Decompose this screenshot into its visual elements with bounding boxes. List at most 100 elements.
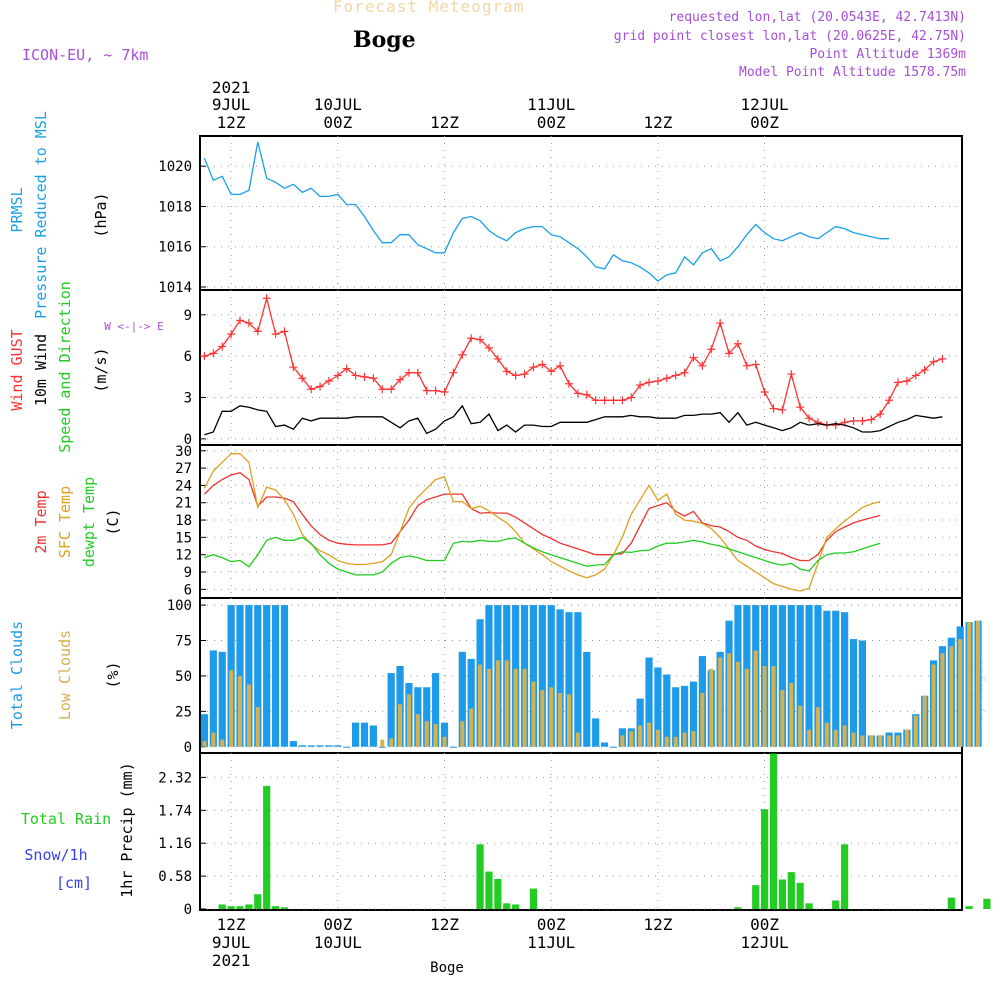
total-cloud-bar: [467, 658, 475, 747]
total-cloud-bar: [378, 746, 386, 748]
wind-gust-marker: [858, 416, 867, 425]
low-cloud-bar: [415, 714, 420, 747]
total-rain-label: Total Rain: [21, 810, 111, 828]
wind-gust-marker: [511, 371, 520, 380]
low-cloud-bar: [211, 732, 216, 747]
y-tick-label: 25: [175, 704, 192, 720]
rain-bar: [805, 903, 813, 909]
wind-gust-marker: [431, 386, 440, 395]
rain-bar: [778, 879, 786, 909]
low-cloud-bar: [202, 741, 207, 747]
wind-gust-marker: [920, 365, 929, 374]
y-tick-label: 12: [175, 548, 192, 564]
wind-gust-marker: [876, 410, 885, 419]
wind-gust-marker: [680, 368, 689, 377]
low-cloud-bar: [913, 715, 918, 747]
wind-gust-marker: [378, 385, 387, 394]
rain-bar: [512, 904, 520, 909]
low-cloud-bar: [406, 694, 411, 747]
total-cloud-bar: [689, 681, 698, 747]
wind-gust-marker: [280, 327, 289, 336]
rain-bar: [254, 894, 262, 909]
low-cloud-bar: [229, 670, 234, 747]
top-time-label: 10JUL: [314, 95, 362, 114]
y-tick-label: 2.32: [158, 770, 192, 786]
low-cloud-bar: [682, 732, 687, 747]
y-tick-label: 1014: [158, 280, 192, 296]
low-cloud-bar: [771, 666, 776, 747]
low-cloud-bar: [860, 735, 865, 747]
low-cloud-bar: [513, 668, 518, 747]
wind-gust-marker: [742, 361, 751, 370]
snow-unit-label: [cm]: [56, 874, 92, 892]
total-cloud-bar: [556, 609, 564, 747]
pressure-panel: 1014 1016 1018 1020: [158, 135, 963, 296]
wind-gust-marker: [396, 375, 405, 384]
snow-label: Snow/1h: [24, 846, 87, 864]
total-cloud-bar: [387, 673, 395, 747]
wind-gust-marker: [787, 370, 796, 379]
pressure-label-msl: Pressure Reduced to MSL: [32, 111, 50, 319]
low-cloud-bar: [958, 639, 963, 747]
total-cloud-bar: [271, 605, 280, 747]
wind-gust-marker: [244, 319, 253, 328]
total-cloud-bar: [360, 722, 369, 747]
wind-gust-marker: [387, 385, 396, 394]
low-cloud-bar: [735, 661, 740, 747]
total-cloud-bar: [654, 667, 662, 747]
low-cloud-bar: [442, 736, 447, 747]
rain-bar: [983, 898, 991, 909]
wind-gust-marker: [911, 371, 920, 380]
top-time-label: 00Z: [323, 113, 352, 132]
wind-gust-marker: [885, 396, 894, 405]
wind-gust-marker: [236, 316, 245, 325]
total-cloud-bar: [200, 714, 209, 747]
total-cloud-bar: [823, 610, 831, 747]
wind-gust-marker: [689, 353, 698, 362]
top-year-label: 2021: [212, 78, 251, 97]
low-cloud-bar: [798, 705, 803, 747]
y-tick-label: 1016: [158, 240, 192, 256]
y-tick-label: 3: [184, 391, 192, 407]
wind-gust-marker: [262, 294, 271, 303]
wind-gust-marker: [520, 370, 529, 379]
temp-unit-label: (C): [104, 508, 122, 535]
total-cloud-bar: [218, 651, 226, 747]
rain-bar: [485, 871, 493, 909]
wind-gust-marker: [813, 418, 822, 427]
low-cloud-bar: [842, 725, 847, 747]
low-cloud-bar: [976, 620, 981, 747]
wind-gust-marker: [653, 376, 662, 385]
wind-gust-marker: [289, 363, 298, 372]
wind-gust-marker: [502, 367, 511, 376]
low-cloud-bar: [691, 731, 696, 747]
station-title: Boge: [353, 27, 416, 53]
rain-bar: [947, 897, 955, 909]
low-cloud-bar: [727, 653, 732, 747]
wind-gust-marker: [582, 390, 591, 399]
y-tick-label: 15: [175, 530, 192, 546]
wind-gust-marker: [413, 368, 422, 377]
dewpt-temp-label: dewpt Temp: [80, 477, 98, 567]
total-cloud-bar: [316, 745, 324, 747]
low-cloud-bar: [460, 721, 465, 747]
wind-gust-line: [204, 295, 943, 426]
total-cloud-bar: [423, 687, 431, 747]
top-time-label: 00Z: [750, 113, 779, 132]
total-cloud-bar: [432, 673, 440, 747]
wind-gust-marker: [636, 381, 645, 390]
y-tick-label: 18: [175, 513, 192, 529]
low-cloud-bar: [833, 729, 838, 747]
wind-gust-marker: [547, 367, 556, 376]
wind-gust-marker: [618, 396, 627, 405]
total-cloud-bar: [236, 605, 244, 747]
total-cloud-bar: [298, 745, 306, 747]
rain-bar: [476, 844, 484, 909]
wind-gust-marker: [662, 374, 671, 383]
total-cloud-bar: [263, 605, 271, 747]
low-cloud-bar: [789, 683, 794, 747]
total-cloud-bar: [449, 746, 458, 748]
y-tick-label: 6: [184, 582, 192, 598]
wind-gust-marker: [360, 372, 369, 381]
